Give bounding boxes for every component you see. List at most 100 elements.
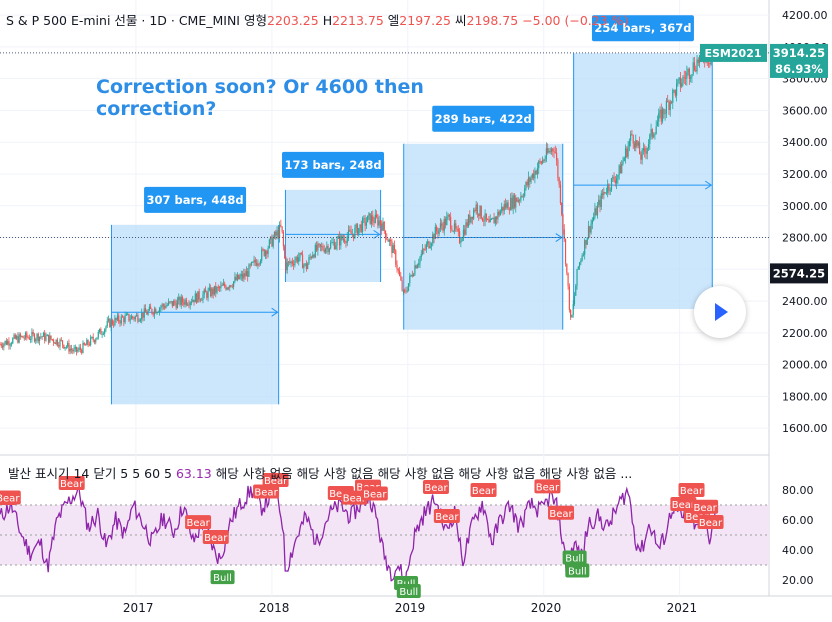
candle-body bbox=[93, 340, 96, 343]
candle-body bbox=[499, 211, 502, 216]
bear-signal-text: Bear bbox=[254, 488, 278, 499]
candle-body bbox=[552, 148, 554, 152]
candle-body bbox=[23, 337, 25, 339]
candle-body bbox=[616, 178, 618, 184]
candle-body bbox=[199, 299, 202, 301]
candle-body bbox=[365, 222, 367, 226]
candle-body bbox=[92, 337, 94, 341]
candle-body bbox=[166, 304, 168, 306]
candle-body bbox=[568, 286, 570, 310]
candle-body bbox=[328, 248, 330, 252]
reference-lines bbox=[0, 52, 769, 239]
bull-signal-text: Bull bbox=[213, 573, 232, 584]
candle-body bbox=[677, 79, 679, 84]
candle-body bbox=[13, 334, 15, 339]
candle-body bbox=[369, 213, 371, 224]
candle-body bbox=[250, 262, 253, 266]
time-tick-label: 2020 bbox=[531, 601, 562, 615]
candle-body bbox=[310, 256, 313, 258]
candle-body bbox=[188, 304, 190, 306]
time-axis[interactable]: 2017 2018 2019 2020 2021 bbox=[123, 601, 697, 615]
candle-body bbox=[398, 270, 401, 276]
candle-body bbox=[462, 229, 465, 239]
bear-signal-label bbox=[262, 473, 289, 487]
candle-body bbox=[392, 245, 394, 254]
candle-body bbox=[481, 218, 484, 221]
candle-body bbox=[252, 261, 254, 263]
candle-body bbox=[8, 340, 10, 346]
candle-body bbox=[282, 231, 285, 247]
candle-body bbox=[631, 133, 633, 135]
candle-body bbox=[359, 224, 361, 228]
candle-body bbox=[27, 337, 29, 338]
candle-body bbox=[561, 203, 563, 215]
candle-body bbox=[340, 235, 342, 246]
candle-body bbox=[10, 343, 13, 345]
candle-body bbox=[178, 297, 180, 301]
candle-body bbox=[224, 283, 226, 287]
candle-body bbox=[349, 229, 351, 231]
price-tick-label: 3600.00 bbox=[782, 104, 828, 117]
candle-body bbox=[469, 215, 471, 223]
oscillator-tick-label: 20.00 bbox=[782, 574, 814, 587]
candle-body bbox=[436, 226, 438, 232]
candle-body bbox=[614, 180, 616, 184]
candle-body bbox=[418, 263, 420, 266]
candle-body bbox=[173, 300, 175, 307]
candle-body bbox=[174, 300, 176, 304]
candle-body bbox=[299, 252, 301, 258]
candle-body bbox=[529, 177, 531, 182]
candle-body bbox=[38, 336, 41, 342]
candle-body bbox=[567, 272, 569, 287]
oscillator-line bbox=[0, 483, 716, 590]
candle-body bbox=[601, 193, 604, 196]
candle-body bbox=[504, 204, 507, 208]
candle-body bbox=[87, 339, 89, 345]
price-axis[interactable]: 1600.001800.002000.002200.002400.002600.… bbox=[782, 9, 828, 587]
candle-body bbox=[377, 217, 379, 226]
oscillator-title[interactable]: 발산 표시기 14 닫기 5 5 60 5 bbox=[8, 466, 172, 481]
candle-body bbox=[95, 339, 97, 343]
candle-body bbox=[198, 291, 200, 300]
candle-body bbox=[208, 287, 210, 291]
candle-body bbox=[26, 332, 28, 338]
candle-body bbox=[98, 328, 101, 332]
candle-body bbox=[296, 257, 299, 262]
candle-body bbox=[427, 241, 429, 245]
candle-body bbox=[211, 288, 213, 297]
chart-header: S & P 500 E-mini 선물 · 1D · CME_MINI 영형22… bbox=[6, 10, 628, 29]
candle-body bbox=[123, 317, 125, 323]
last-price-tag bbox=[770, 43, 828, 78]
symbol-title[interactable]: S & P 500 E-mini 선물 · 1D · CME_MINI bbox=[6, 13, 240, 28]
candle-body bbox=[480, 205, 482, 219]
ohlc-open-label: 영형 bbox=[243, 13, 267, 28]
candle-body bbox=[354, 227, 356, 239]
candle-body bbox=[234, 276, 236, 282]
candle-body bbox=[665, 100, 667, 114]
candle-body bbox=[68, 343, 70, 352]
chart-annotation[interactable]: Correction soon? Or 4600 then correction… bbox=[96, 76, 456, 120]
candle-body bbox=[709, 62, 711, 65]
bear-signal-label bbox=[422, 480, 449, 494]
replay-play-button[interactable] bbox=[694, 286, 746, 338]
candle-body bbox=[524, 188, 526, 197]
candle-body bbox=[45, 336, 47, 341]
candle-body bbox=[522, 196, 525, 197]
range-label-text: 173 bars, 248d bbox=[284, 158, 381, 172]
candle-body bbox=[439, 223, 442, 229]
range-box bbox=[111, 224, 279, 405]
candle-body bbox=[270, 236, 272, 240]
candle-body bbox=[135, 314, 138, 317]
candle-body bbox=[613, 176, 615, 181]
candle-body bbox=[642, 148, 645, 151]
candle-body bbox=[447, 214, 449, 217]
candle-body bbox=[536, 168, 539, 175]
candle-body bbox=[497, 211, 499, 220]
candle-body bbox=[281, 226, 283, 232]
candle-body bbox=[430, 243, 433, 247]
candle-body bbox=[285, 258, 287, 271]
time-tick-label: 2019 bbox=[395, 601, 426, 615]
oscillator-tick-label: 60.00 bbox=[782, 514, 814, 527]
candle-body bbox=[132, 316, 134, 318]
